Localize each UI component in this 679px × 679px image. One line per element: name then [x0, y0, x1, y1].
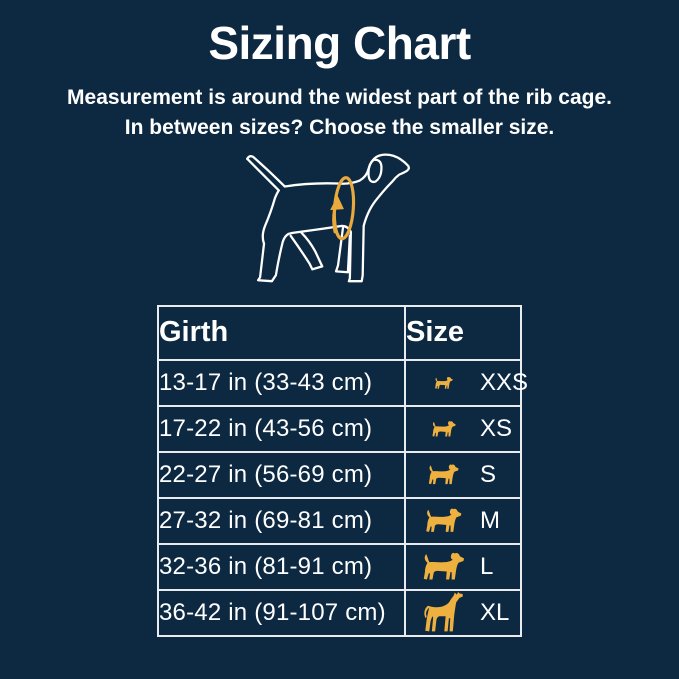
table-row-xs: 17-22 in (43-56 cm) XS [157, 404, 522, 453]
dog-tail-outline [245, 155, 286, 188]
size-value: XL [480, 598, 510, 626]
girth-value: 13-17 in (33-43 cm) [157, 358, 406, 407]
dog-far-hind-leg [289, 231, 323, 271]
size-value: S [480, 460, 497, 488]
table-header-row: Girth Size [157, 304, 522, 361]
dog-icon-xs [418, 407, 468, 451]
dog-icon-xl [418, 591, 468, 635]
size-value: L [480, 552, 494, 580]
table-row-xl: 36-42 in (91-107 cm) XL [157, 588, 522, 637]
sizing-table: Girth Size 13-17 in (33-43 cm) XXS 17-22… [157, 304, 528, 637]
girth-column-header: Girth [157, 304, 406, 361]
table-row-l: 32-36 in (81-91 cm) L [157, 542, 522, 591]
table-row-s: 22-27 in (56-69 cm) S [157, 450, 522, 499]
girth-value: 22-27 in (56-69 cm) [157, 450, 406, 499]
girth-measure-band-icon [329, 175, 355, 241]
dog-ear-outline [366, 158, 383, 183]
dog-outline-icon [245, 153, 410, 283]
girth-value: 32-36 in (81-91 cm) [157, 542, 406, 591]
girth-value: 36-42 in (91-107 cm) [157, 588, 406, 637]
subtitle-line-2: In between sizes? Choose the smaller siz… [124, 115, 555, 139]
subtitle: Measurement is around the widest part of… [20, 83, 660, 143]
size-value: XS [480, 414, 513, 442]
dog-far-front-leg [334, 226, 351, 274]
girth-value: 17-22 in (43-56 cm) [157, 404, 406, 453]
dog-icon-s [418, 453, 468, 497]
size-value: M [480, 506, 500, 534]
dog-icon-xxs [418, 361, 468, 405]
subtitle-line-1: Measurement is around the widest part of… [67, 85, 612, 109]
dog-outline-illustration [240, 147, 440, 295]
page-title: Sizing Chart [208, 17, 471, 69]
size-column-header: Size [404, 304, 522, 361]
dog-icon-l [418, 545, 468, 589]
measure-arrow-up-icon [329, 195, 344, 211]
table-row-m: 27-32 in (69-81 cm) M [157, 496, 522, 545]
size-value: XXS [480, 368, 529, 396]
dog-icon-m [418, 499, 468, 543]
table-row-xxs: 13-17 in (33-43 cm) XXS [157, 358, 528, 407]
girth-value: 27-32 in (69-81 cm) [157, 496, 406, 545]
